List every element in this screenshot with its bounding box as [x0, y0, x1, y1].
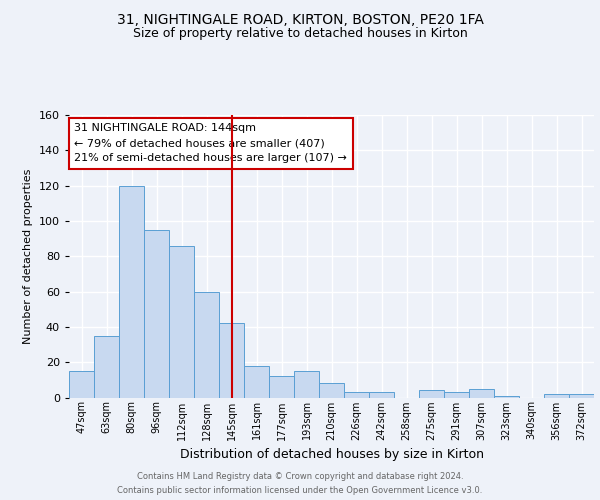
Bar	[369, 392, 394, 398]
Bar	[569, 394, 594, 398]
Bar	[94, 336, 119, 398]
Bar	[144, 230, 169, 398]
Bar	[419, 390, 444, 398]
Y-axis label: Number of detached properties: Number of detached properties	[23, 168, 33, 344]
Bar	[219, 324, 244, 398]
Bar	[344, 392, 369, 398]
Bar	[544, 394, 569, 398]
Text: 31, NIGHTINGALE ROAD, KIRTON, BOSTON, PE20 1FA: 31, NIGHTINGALE ROAD, KIRTON, BOSTON, PE…	[116, 12, 484, 26]
X-axis label: Distribution of detached houses by size in Kirton: Distribution of detached houses by size …	[179, 448, 484, 461]
Bar	[494, 396, 519, 398]
Bar	[269, 376, 294, 398]
Bar	[169, 246, 194, 398]
Bar	[444, 392, 469, 398]
Text: Contains HM Land Registry data © Crown copyright and database right 2024.: Contains HM Land Registry data © Crown c…	[137, 472, 463, 481]
Text: Size of property relative to detached houses in Kirton: Size of property relative to detached ho…	[133, 28, 467, 40]
Bar	[244, 366, 269, 398]
Text: 31 NIGHTINGALE ROAD: 144sqm
← 79% of detached houses are smaller (407)
21% of se: 31 NIGHTINGALE ROAD: 144sqm ← 79% of det…	[74, 124, 347, 163]
Bar	[319, 384, 344, 398]
Bar	[194, 292, 219, 398]
Bar	[294, 371, 319, 398]
Bar	[69, 371, 94, 398]
Bar	[469, 388, 494, 398]
Text: Contains public sector information licensed under the Open Government Licence v3: Contains public sector information licen…	[118, 486, 482, 495]
Bar	[119, 186, 144, 398]
